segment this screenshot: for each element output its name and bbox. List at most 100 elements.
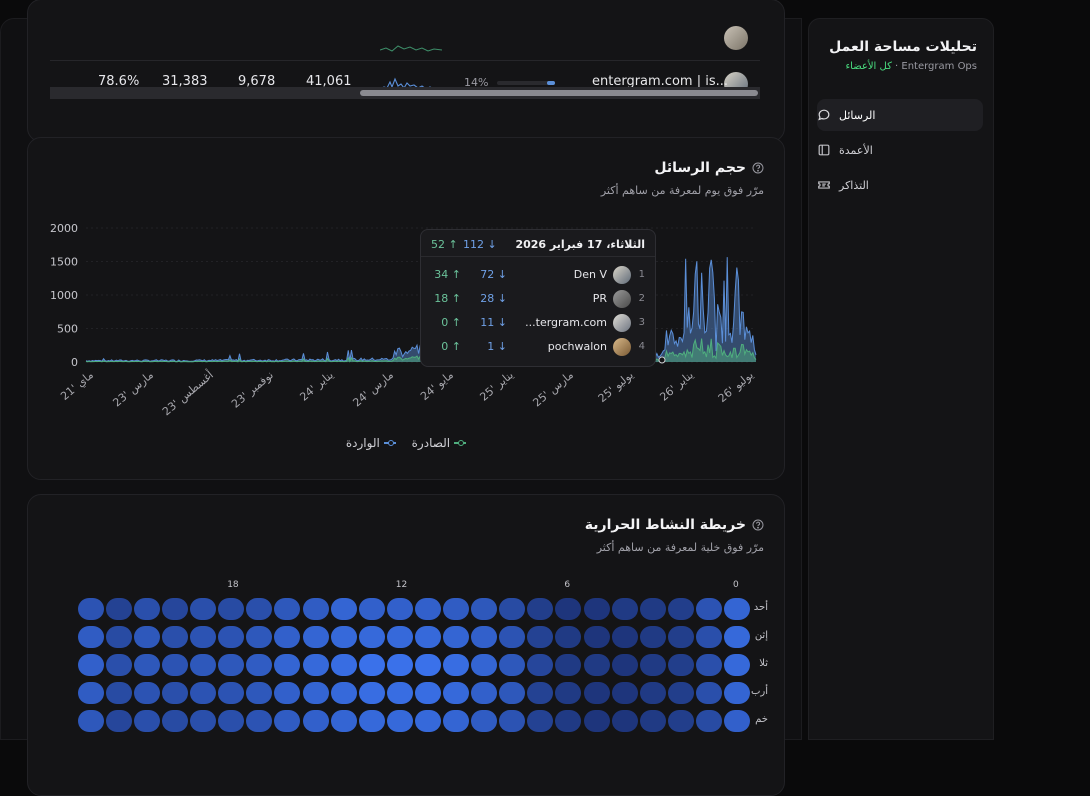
heatmap-cell[interactable] [133, 710, 160, 732]
heatmap-cell[interactable] [471, 710, 498, 732]
heatmap-cell[interactable] [583, 654, 610, 676]
heatmap-cell[interactable] [105, 682, 132, 704]
heatmap-cell[interactable] [695, 682, 722, 704]
heatmap-cell[interactable] [527, 710, 554, 732]
heatmap-cell[interactable] [414, 598, 441, 620]
heatmap-cell[interactable] [274, 654, 301, 676]
heatmap-cell[interactable] [386, 682, 413, 704]
heatmap-cell[interactable] [133, 654, 160, 676]
heatmap-cell[interactable] [724, 598, 750, 620]
heatmap-cell[interactable] [330, 654, 357, 676]
heatmap-cell[interactable] [246, 598, 273, 620]
heatmap-cell[interactable] [471, 598, 498, 620]
heatmap-cell[interactable] [274, 598, 301, 620]
heatmap-cell[interactable] [443, 710, 469, 732]
heatmap-cell[interactable] [611, 654, 638, 676]
heatmap-cell[interactable] [695, 654, 722, 676]
horizontal-scrollbar[interactable] [50, 87, 760, 99]
heatmap-cell[interactable] [190, 682, 217, 704]
heatmap-cell[interactable] [499, 654, 526, 676]
heatmap-cell[interactable] [667, 626, 694, 648]
heatmap-cell[interactable] [386, 654, 413, 676]
contributor-name[interactable]: entergram.com | is... [592, 74, 728, 89]
heatmap-cell[interactable] [190, 654, 217, 676]
heatmap-cell[interactable] [190, 598, 217, 620]
heatmap-cell[interactable] [611, 710, 638, 732]
heatmap-cell[interactable] [218, 710, 245, 732]
heatmap-cell[interactable] [414, 654, 441, 676]
heatmap-cell[interactable] [302, 710, 329, 732]
heatmap-cell[interactable] [499, 710, 526, 732]
legend-outgoing[interactable]: الصادرة [412, 436, 467, 450]
heatmap-cell[interactable] [302, 626, 329, 648]
heatmap-cell[interactable] [724, 626, 750, 648]
heatmap-cell[interactable] [358, 710, 385, 732]
help-icon[interactable] [752, 519, 764, 531]
heatmap-cell[interactable] [246, 710, 273, 732]
heatmap-cell[interactable] [330, 682, 357, 704]
heatmap-cell[interactable] [695, 710, 722, 732]
help-icon[interactable] [752, 162, 764, 174]
heatmap-cell[interactable] [555, 682, 582, 704]
heatmap-cell[interactable] [443, 626, 469, 648]
heatmap-cell[interactable] [246, 654, 273, 676]
sidebar-item-tickets[interactable]: التذاكر [817, 169, 983, 201]
sidebar-item-messages[interactable]: الرسائل [817, 99, 983, 131]
heatmap-cell[interactable] [499, 626, 526, 648]
heatmap-cell[interactable] [386, 598, 413, 620]
heatmap-cell[interactable] [162, 710, 188, 732]
heatmap-cell[interactable] [471, 654, 498, 676]
heatmap-cell[interactable] [414, 682, 441, 704]
heatmap-cell[interactable] [583, 626, 610, 648]
heatmap-cell[interactable] [555, 710, 582, 732]
heatmap-cell[interactable] [190, 626, 217, 648]
heatmap-cell[interactable] [667, 654, 694, 676]
heatmap-cell[interactable] [105, 626, 132, 648]
heatmap-cell[interactable] [386, 626, 413, 648]
heatmap-cell[interactable] [105, 654, 132, 676]
scrollbar-thumb[interactable] [360, 90, 758, 96]
heatmap-cell[interactable] [218, 626, 245, 648]
heatmap-cell[interactable] [218, 682, 245, 704]
heatmap-cell[interactable] [358, 626, 385, 648]
heatmap-cell[interactable] [274, 626, 301, 648]
heatmap-cell[interactable] [724, 710, 750, 732]
heatmap-cell[interactable] [77, 598, 104, 620]
heatmap-cell[interactable] [555, 598, 582, 620]
heatmap-cell[interactable] [302, 654, 329, 676]
heatmap-cell[interactable] [667, 710, 694, 732]
heatmap-cell[interactable] [724, 682, 750, 704]
heatmap-cell[interactable] [274, 682, 301, 704]
heatmap-cell[interactable] [695, 626, 722, 648]
heatmap-cell[interactable] [667, 682, 694, 704]
heatmap-cell[interactable] [330, 626, 357, 648]
heatmap-cell[interactable] [274, 710, 301, 732]
heatmap-cell[interactable] [527, 682, 554, 704]
heatmap-cell[interactable] [611, 598, 638, 620]
heatmap-cell[interactable] [218, 654, 245, 676]
heatmap-cell[interactable] [724, 654, 750, 676]
heatmap-cell[interactable] [302, 598, 329, 620]
heatmap-cell[interactable] [105, 598, 132, 620]
heatmap-cell[interactable] [695, 598, 722, 620]
heatmap-cell[interactable] [358, 682, 385, 704]
heatmap-cell[interactable] [414, 626, 441, 648]
heatmap-cell[interactable] [77, 682, 104, 704]
heatmap-cell[interactable] [330, 598, 357, 620]
heatmap-cell[interactable] [611, 626, 638, 648]
heatmap-cell[interactable] [499, 598, 526, 620]
heatmap-cell[interactable] [667, 598, 694, 620]
heatmap-cell[interactable] [330, 710, 357, 732]
heatmap-cell[interactable] [555, 626, 582, 648]
heatmap-cell[interactable] [77, 626, 104, 648]
heatmap-cell[interactable] [386, 710, 413, 732]
heatmap-cell[interactable] [639, 710, 666, 732]
sidebar-item-columns[interactable]: الأعمدة [817, 134, 983, 166]
heatmap-cell[interactable] [414, 710, 441, 732]
heatmap-cell[interactable] [639, 598, 666, 620]
heatmap-cell[interactable] [527, 598, 554, 620]
heatmap-cell[interactable] [639, 654, 666, 676]
heatmap-cell[interactable] [583, 710, 610, 732]
heatmap-cell[interactable] [639, 682, 666, 704]
